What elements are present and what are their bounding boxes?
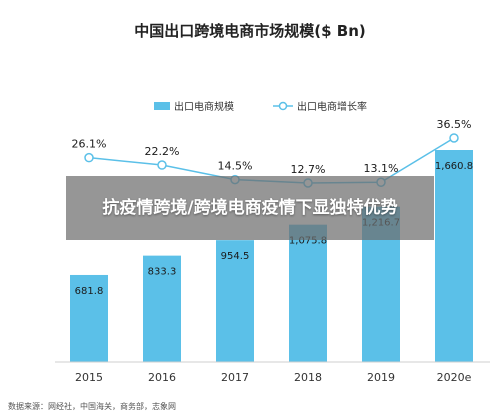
bar-2015 <box>70 274 108 362</box>
legend-line-marker <box>278 101 288 111</box>
growth-label-2017: 14.5% <box>218 160 253 173</box>
growth-label-2015: 26.1% <box>72 138 107 151</box>
chart-title: 中国出口跨境电商市场规模($ Bn) <box>134 22 365 40</box>
bar-value-label-2020e: 1,660.8 <box>435 161 473 172</box>
bar-value-label-2018: 1,075.8 <box>289 236 327 247</box>
growth-point-2016 <box>157 160 167 170</box>
x-tick-label-2020e: 2020e <box>437 371 472 384</box>
x-tick-label-2019: 2019 <box>367 371 395 384</box>
x-axis-ticks: 2015 2016 2017 2018 2019 2020e <box>75 371 472 384</box>
bar-2016 <box>143 255 181 362</box>
legend-bar-label: 出口电商规模 <box>174 100 234 113</box>
bar-value-label-2017: 954.5 <box>221 251 250 262</box>
growth-point-2020e <box>449 133 459 143</box>
bar-2017 <box>216 240 254 362</box>
growth-label-2018: 12.7% <box>291 163 326 176</box>
bar-value-label-2015: 681.8 <box>75 286 104 297</box>
bar-2020e <box>435 150 473 362</box>
growth-label-2019: 13.1% <box>364 162 399 175</box>
growth-label-2020e: 36.5% <box>437 118 472 131</box>
x-tick-label-2018: 2018 <box>294 371 322 384</box>
x-tick-label-2016: 2016 <box>148 371 176 384</box>
x-tick-label-2015: 2015 <box>75 371 103 384</box>
legend: 出口电商规模 出口电商增长率 <box>154 100 367 113</box>
bar-value-label-2016: 833.3 <box>148 267 177 278</box>
x-tick-label-2017: 2017 <box>221 371 249 384</box>
growth-point-2015 <box>84 152 94 163</box>
overlay-banner: 抗疫情跨境/跨境电商疫情下显独特优势 <box>66 176 434 240</box>
growth-label-2016: 22.2% <box>145 145 180 158</box>
legend-line-label: 出口电商增长率 <box>297 100 367 113</box>
legend-bar-swatch <box>154 102 170 110</box>
bar-2018 <box>289 224 327 362</box>
source-note: 数据来源：网经社，中国海关，商务部，志象网 <box>8 402 176 411</box>
